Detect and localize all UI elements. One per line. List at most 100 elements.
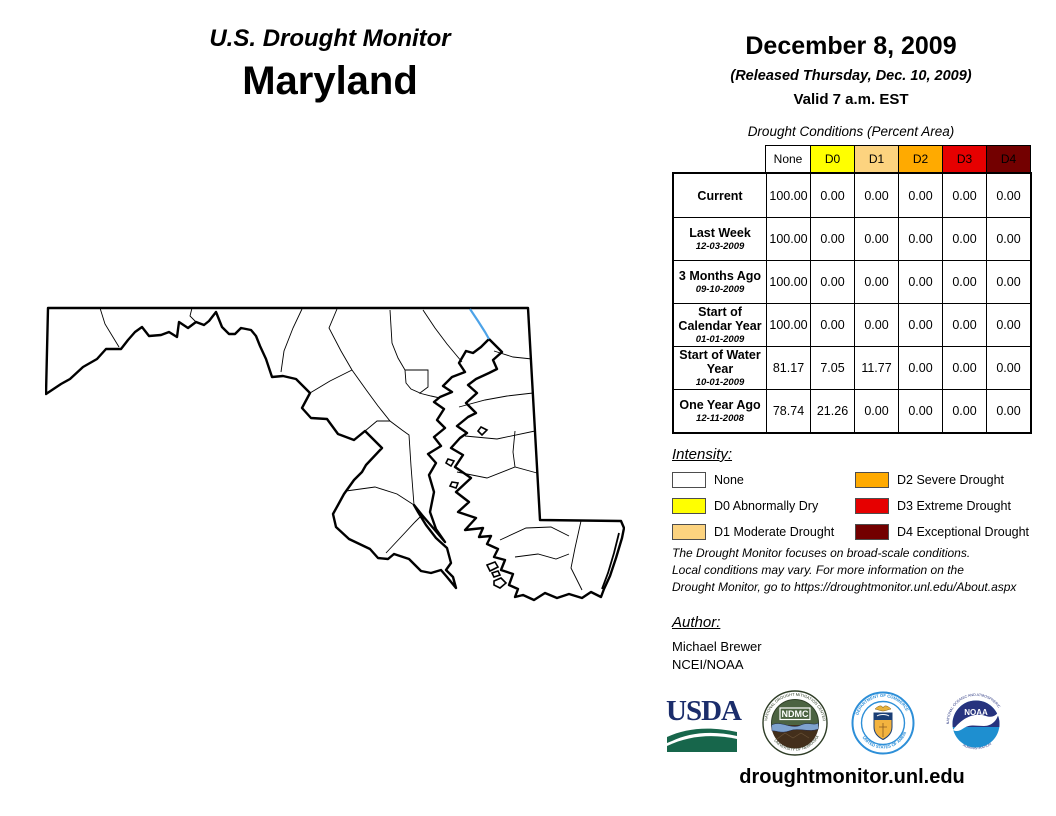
legend-item: D1 Moderate Drought — [672, 523, 855, 540]
column-header-d2: D2 — [898, 146, 942, 172]
table-value: 0.00 — [942, 303, 986, 346]
table-value: 0.00 — [942, 260, 986, 303]
title-block: U.S. Drought Monitor Maryland — [30, 25, 630, 102]
legend-swatch — [855, 497, 889, 514]
table-value: 81.17 — [766, 346, 810, 389]
table-header-row: None D0 D1 D2 D3 D4 — [765, 145, 1031, 173]
table-value: 0.00 — [986, 260, 1030, 303]
table-value: 0.00 — [986, 346, 1030, 389]
table-value: 0.00 — [854, 260, 898, 303]
legend-item: None — [672, 471, 855, 488]
table-body: Current 100.00 0.00 0.00 0.00 0.00 0.00 Last We… — [672, 172, 1032, 434]
legend-label: D3 Extreme Drought — [897, 498, 1011, 513]
legend-swatch — [855, 523, 889, 540]
legend-item: D2 Severe Drought — [855, 471, 1029, 488]
legend-swatch — [672, 523, 706, 540]
legend-item: D0 Abnormally Dry — [672, 497, 855, 514]
legend-swatch — [672, 471, 706, 488]
row-label: 3 Months Ago 09-10-2009 — [674, 260, 766, 303]
table-value: 0.00 — [854, 389, 898, 432]
table-value: 0.00 — [986, 217, 1030, 260]
author-org: NCEI/NOAA — [672, 657, 744, 672]
bay-islands — [444, 425, 508, 589]
table-value: 0.00 — [986, 303, 1030, 346]
table-value: 0.00 — [986, 389, 1030, 432]
noaa-logo: NATIONAL OCEANIC AND ATMOSPHERIC ADMINIS… — [945, 693, 1007, 760]
susquehanna-river — [469, 308, 490, 340]
legend-item: D4 Exceptional Drought — [855, 523, 1029, 540]
table-value: 0.00 — [854, 174, 898, 217]
date-block: December 8, 2009 (Released Thursday, Dec… — [672, 32, 1030, 108]
author-name: Michael Brewer — [672, 639, 762, 654]
doc-eagle-icon — [874, 705, 892, 712]
maryland-map — [44, 306, 626, 621]
usda-field-icon — [667, 728, 737, 753]
table-value: 7.05 — [810, 346, 854, 389]
table-value: 0.00 — [942, 174, 986, 217]
state-outline — [44, 306, 626, 602]
county-boundaries — [99, 307, 583, 591]
column-header-d1: D1 — [854, 146, 898, 172]
ndmc-logo: NDMC NATIONAL DROUGHT MITIGATION CENTER … — [762, 690, 828, 761]
table-value: 100.00 — [766, 303, 810, 346]
footer-url: droughtmonitor.unl.edu — [739, 766, 965, 788]
row-label: Last Week 12-03-2009 — [674, 217, 766, 260]
disclaimer-line: Drought Monitor, go to https://droughtmo… — [672, 580, 1017, 594]
table-value: 0.00 — [898, 303, 942, 346]
legend-swatch — [855, 471, 889, 488]
disclaimer-line: Local conditions may vary. For more info… — [672, 563, 964, 577]
table-value: 0.00 — [854, 217, 898, 260]
disclaimer-line: The Drought Monitor focuses on broad-sca… — [672, 546, 971, 560]
table-value: 21.26 — [810, 389, 854, 432]
table-value: 0.00 — [810, 174, 854, 217]
column-header-d4: D4 — [986, 146, 1030, 172]
intensity-legend: Intensity: None D0 Abnormally Dry D1 Moder… — [672, 446, 1032, 540]
legend-label: None — [714, 472, 744, 487]
column-header-d3: D3 — [942, 146, 986, 172]
legend-label: D2 Severe Drought — [897, 472, 1005, 487]
noaa-gull-icon — [953, 711, 999, 732]
ndmc-seal-icon: NDMC NATIONAL DROUGHT MITIGATION CENTER … — [762, 690, 828, 756]
doc-seal-icon: DEPARTMENT OF COMMERCE UNITED STATES OF … — [851, 691, 915, 755]
legend-label: D0 Abnormally Dry — [714, 498, 819, 513]
table-value: 100.00 — [766, 217, 810, 260]
table-value: 0.00 — [942, 346, 986, 389]
column-header-none: None — [766, 146, 810, 172]
column-header-d0: D0 — [810, 146, 854, 172]
table-value: 100.00 — [766, 260, 810, 303]
ndmc-text: NDMC — [782, 709, 809, 719]
table-value: 0.00 — [942, 217, 986, 260]
author-block: Author: Michael Brewer NCEI/NOAA — [672, 614, 762, 674]
legend-col-right: D2 Severe Drought D3 Extreme Drought D4 Ex… — [855, 471, 1029, 540]
legend-title: Intensity: — [672, 446, 733, 463]
table-value: 0.00 — [854, 303, 898, 346]
legend-item: D3 Extreme Drought — [855, 497, 1029, 514]
usda-logo: USDA — [666, 696, 742, 757]
baltimore-city-boundary — [404, 369, 429, 394]
noaa-seal-icon: NATIONAL OCEANIC AND ATMOSPHERIC ADMINIS… — [945, 693, 1007, 755]
disclaimer-text: The Drought Monitor focuses on broad-sca… — [672, 545, 1016, 596]
table-value: 0.00 — [898, 174, 942, 217]
barrier-island — [601, 532, 620, 590]
row-label: Current — [697, 188, 743, 203]
valid-time: Valid 7 a.m. EST — [793, 91, 909, 108]
table-value: 0.00 — [942, 389, 986, 432]
row-label: Start of Calendar Year 01-01-2009 — [674, 303, 766, 346]
legend-col-left: None D0 Abnormally Dry D1 Moderate Drought — [672, 471, 855, 540]
table-value: 0.00 — [898, 346, 942, 389]
legend-label: D1 Moderate Drought — [714, 524, 835, 539]
table-value: 78.74 — [766, 389, 810, 432]
maryland-map-svg — [44, 306, 626, 602]
legend-label: D4 Exceptional Drought — [897, 524, 1030, 539]
table-value: 0.00 — [810, 303, 854, 346]
row-label: One Year Ago 12-11-2008 — [674, 389, 766, 432]
page-title: U.S. Drought Monitor — [209, 25, 451, 52]
author-heading: Author: — [672, 614, 721, 631]
table-value: 11.77 — [854, 346, 898, 389]
table-value: 0.00 — [986, 174, 1030, 217]
table-value: 0.00 — [898, 389, 942, 432]
doc-seal-logo: DEPARTMENT OF COMMERCE UNITED STATES OF … — [851, 691, 915, 760]
table-value: 0.00 — [810, 260, 854, 303]
released-date: (Released Thursday, Dec. 10, 2009) — [730, 68, 972, 84]
